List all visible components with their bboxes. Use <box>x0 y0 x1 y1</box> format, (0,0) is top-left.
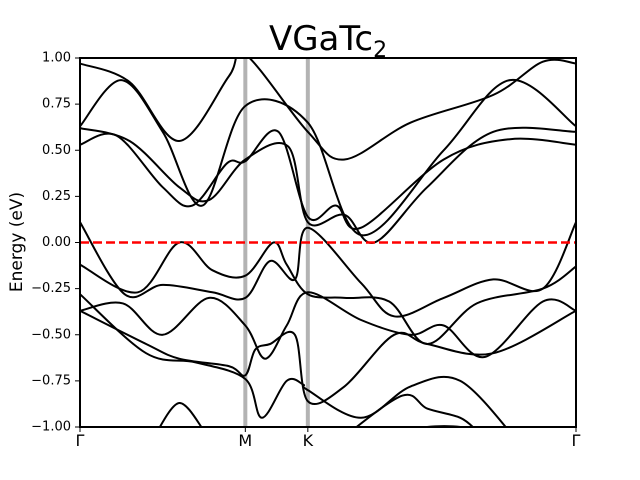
y-tick-label: 1.00 <box>42 51 71 66</box>
y-tick-label: −0.75 <box>31 373 71 388</box>
band-1 <box>80 79 576 237</box>
x-tick-label: Γ <box>572 431 581 450</box>
y-tick-label: −1.00 <box>31 420 71 435</box>
band-2 <box>80 126 576 244</box>
chart-title-main: VGaTc <box>269 19 373 59</box>
y-tick-label: 0.00 <box>42 235 71 250</box>
y-tick-label: −0.50 <box>31 327 71 342</box>
x-tick-label: Γ <box>76 431 85 450</box>
band-7 <box>80 309 576 406</box>
band-10 <box>354 393 475 427</box>
band-lines <box>80 58 576 427</box>
y-tick-label: 0.25 <box>42 189 71 204</box>
chart-title-subscript: 2 <box>373 38 387 63</box>
band-8 <box>80 293 507 427</box>
y-tick-label: −0.25 <box>31 281 71 296</box>
band-3 <box>80 129 576 231</box>
band-5 <box>80 241 576 346</box>
x-tick-label: M <box>238 431 252 450</box>
x-tick-label: K <box>303 431 314 450</box>
y-tick-label: 0.50 <box>42 143 71 158</box>
chart-title: VGaTc2 <box>269 19 387 63</box>
y-axis-label: Energy (eV) <box>7 192 27 292</box>
band-9 <box>158 402 203 427</box>
band-0 <box>80 58 576 161</box>
y-axis-ticks: 1.00 0.75 0.50 0.25 0.00 −0.25 −0.50 −0.75 −1.00 <box>31 51 80 435</box>
band-6 <box>80 291 576 360</box>
band-4 <box>80 221 576 318</box>
y-tick-label: 0.75 <box>42 97 71 112</box>
